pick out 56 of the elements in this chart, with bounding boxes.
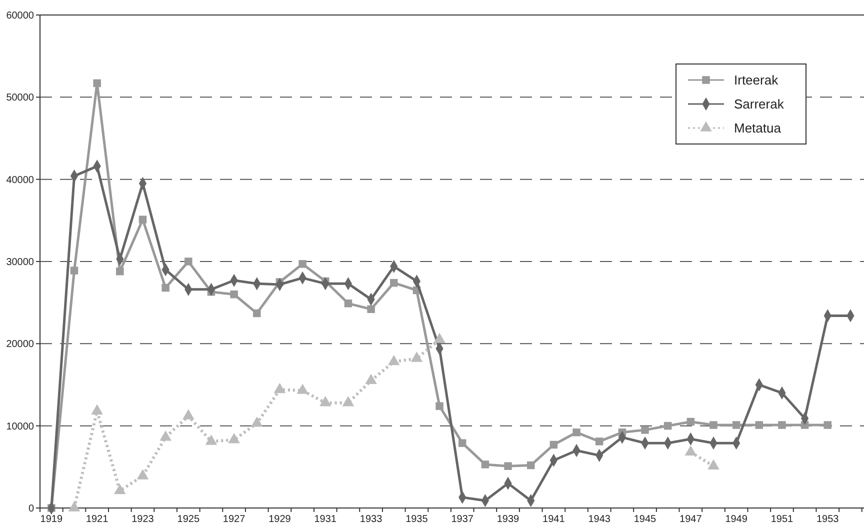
point — [481, 460, 490, 468]
point — [778, 421, 786, 429]
x-tick-label: 1923 — [132, 514, 154, 525]
y-tick-label: 20000 — [6, 339, 34, 350]
x-tick-label: 1947 — [680, 514, 702, 525]
x-tick-label: 1939 — [496, 514, 520, 525]
x-tick-label: 1925 — [177, 514, 200, 525]
y-tick-label: 50000 — [6, 92, 34, 104]
point — [710, 421, 718, 429]
y-tick-label: 40000 — [6, 174, 34, 186]
x-tick-label: 1937 — [451, 514, 474, 525]
y-tick-label: 10000 — [6, 421, 34, 432]
x-tick-label: 1945 — [634, 514, 657, 525]
x-tick-label: 1919 — [40, 514, 63, 525]
x-tick-label: 1921 — [86, 514, 109, 525]
point — [367, 305, 375, 314]
y-tick-label: 30000 — [6, 257, 34, 268]
point — [686, 418, 695, 426]
x-tick-label: 1953 — [816, 514, 840, 525]
point — [526, 461, 535, 470]
point — [504, 462, 512, 470]
point — [755, 421, 764, 429]
point — [93, 79, 101, 88]
point — [595, 438, 604, 446]
x-tick-label: 1931 — [314, 514, 337, 525]
legend-label: Metatua — [734, 120, 782, 136]
point — [550, 440, 558, 449]
point — [664, 422, 672, 430]
point — [824, 421, 832, 429]
x-tick-label: 1935 — [406, 514, 428, 525]
point — [162, 284, 170, 292]
legend-label: Sarrerak — [734, 96, 784, 112]
x-tick-label: 1951 — [770, 514, 794, 525]
x-tick-label: 1943 — [588, 514, 611, 525]
x-tick-label: 1949 — [725, 514, 748, 525]
point — [390, 278, 398, 287]
point — [230, 290, 238, 298]
x-tick-label: 1941 — [542, 514, 566, 525]
point — [253, 309, 261, 318]
x-tick-label: 1927 — [222, 514, 246, 525]
point — [732, 421, 740, 429]
legend-label: Irteerak — [734, 72, 779, 88]
point — [458, 439, 466, 447]
point — [641, 426, 649, 434]
point — [572, 428, 580, 436]
point — [184, 258, 192, 266]
y-tick-label: 0 — [28, 504, 34, 514]
point — [298, 260, 306, 268]
point — [436, 402, 444, 410]
x-tick-label: 1929 — [268, 514, 292, 525]
y-tick-label: 60000 — [6, 10, 34, 22]
point — [116, 267, 124, 276]
point — [344, 300, 352, 308]
point — [70, 266, 78, 274]
x-tick-label: 1933 — [360, 514, 383, 525]
point — [138, 216, 147, 224]
